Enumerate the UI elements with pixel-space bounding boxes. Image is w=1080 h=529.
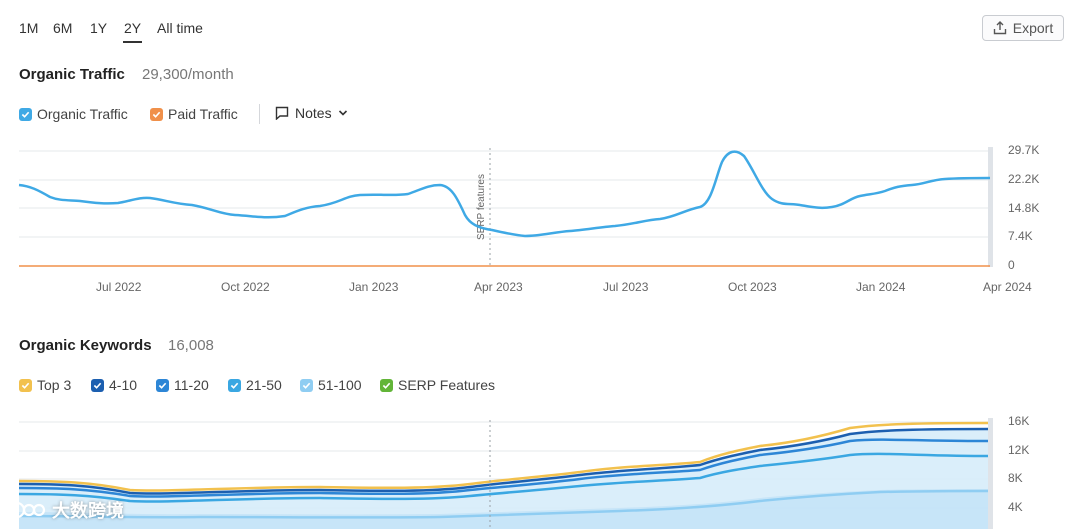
checkbox-icon — [380, 378, 393, 392]
export-label: Export — [1012, 20, 1054, 36]
keywords-title: Organic Keywords — [19, 337, 152, 354]
serp-features-annotation: SERP features — [476, 174, 487, 240]
traffic-chart: SERP features — [18, 147, 993, 267]
legend-label: SERP Features — [398, 377, 496, 393]
traffic-x-label: Oct 2022 — [221, 280, 270, 294]
traffic-y-label: 29.7K — [1008, 143, 1040, 157]
series-line-51-100 — [18, 489, 991, 519]
traffic-gridlines — [19, 150, 990, 238]
traffic-title: Organic Traffic — [19, 66, 125, 83]
watermark: 大数跨境 — [8, 497, 124, 523]
traffic-x-label: Jul 2022 — [96, 280, 142, 294]
checkbox-icon — [156, 378, 169, 392]
notes-label: Notes — [295, 105, 332, 121]
legend-label: 21-50 — [246, 377, 282, 393]
range-6m[interactable]: 6M — [53, 20, 73, 36]
upload-icon — [993, 21, 1006, 35]
keywords-y-label: 12K — [1008, 443, 1030, 457]
range-1y[interactable]: 1Y — [90, 20, 108, 36]
checkbox-icon — [228, 378, 241, 392]
keywords-y-label: 16K — [1008, 414, 1030, 428]
range-2y[interactable]: 2Y — [124, 20, 142, 36]
active-range-indicator — [123, 41, 142, 43]
organic-traffic-line — [18, 150, 991, 238]
traffic-value: 29,300/month — [142, 66, 234, 83]
traffic-y-label: 22.2K — [1008, 172, 1040, 186]
legend-top-3[interactable]: Top 3 — [19, 377, 71, 393]
checkbox-icon — [19, 378, 32, 392]
keywords-y-label: 4K — [1008, 500, 1023, 514]
series-line-11-20 — [18, 438, 991, 498]
checkbox-icon — [150, 107, 163, 121]
series-line-21-50 — [18, 452, 991, 503]
keywords-value: 16,008 — [168, 337, 214, 354]
chevron-down-icon — [338, 110, 347, 116]
note-icon — [275, 106, 289, 120]
legend-label: 4-10 — [109, 377, 138, 393]
checkbox-icon — [19, 107, 32, 121]
legend-paid-traffic[interactable]: Paid Traffic — [150, 106, 238, 122]
legend-4-10[interactable]: 4-10 — [91, 377, 137, 393]
traffic-x-label: Jan 2023 — [349, 280, 399, 294]
legend-serp-features[interactable]: SERP Features — [380, 377, 495, 393]
notes-dropdown[interactable]: Notes — [275, 105, 348, 121]
traffic-y-label: 0 — [1008, 258, 1015, 272]
traffic-y-label: 7.4K — [1008, 229, 1033, 243]
keywords-y-label: 8K — [1008, 471, 1023, 485]
keywords-scroll-edge — [988, 418, 993, 529]
traffic-scroll-edge — [988, 147, 993, 267]
legend-divider — [259, 104, 260, 124]
series-line-top-3 — [18, 421, 991, 492]
legend-label: Organic Traffic — [37, 106, 128, 122]
legend-organic-traffic[interactable]: Organic Traffic — [19, 106, 128, 122]
traffic-y-label: 14.8K — [1008, 201, 1040, 215]
series-line-4-10 — [18, 427, 991, 495]
checkbox-icon — [91, 378, 104, 392]
traffic-x-label: Jan 2024 — [856, 280, 906, 294]
traffic-x-label: Jul 2023 — [603, 280, 649, 294]
legend-label: 51-100 — [318, 377, 362, 393]
legend-11-20[interactable]: 11-20 — [156, 377, 209, 393]
legend-label: Paid Traffic — [168, 106, 238, 122]
legend-label: 11-20 — [174, 377, 209, 393]
traffic-x-label: Apr 2023 — [474, 280, 523, 294]
keywords-area-fill-lower — [19, 489, 990, 529]
traffic-x-label: Apr 2024 — [983, 280, 1032, 294]
legend-label: Top 3 — [37, 377, 72, 393]
export-button[interactable]: Export — [982, 15, 1064, 41]
watermark-logo-icon — [8, 501, 46, 519]
watermark-text: 大数跨境 — [52, 501, 124, 521]
traffic-x-label: Oct 2023 — [728, 280, 777, 294]
checkbox-icon — [300, 378, 313, 392]
legend-51-100[interactable]: 51-100 — [300, 377, 362, 393]
range-all-time[interactable]: All time — [157, 20, 203, 36]
range-1m[interactable]: 1M — [19, 20, 39, 36]
keywords-chart — [18, 418, 993, 529]
legend-21-50[interactable]: 21-50 — [228, 377, 282, 393]
